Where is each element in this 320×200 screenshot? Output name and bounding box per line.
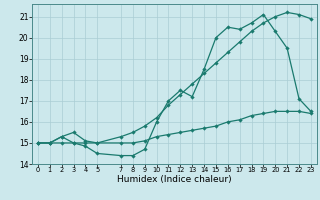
X-axis label: Humidex (Indice chaleur): Humidex (Indice chaleur)	[117, 175, 232, 184]
